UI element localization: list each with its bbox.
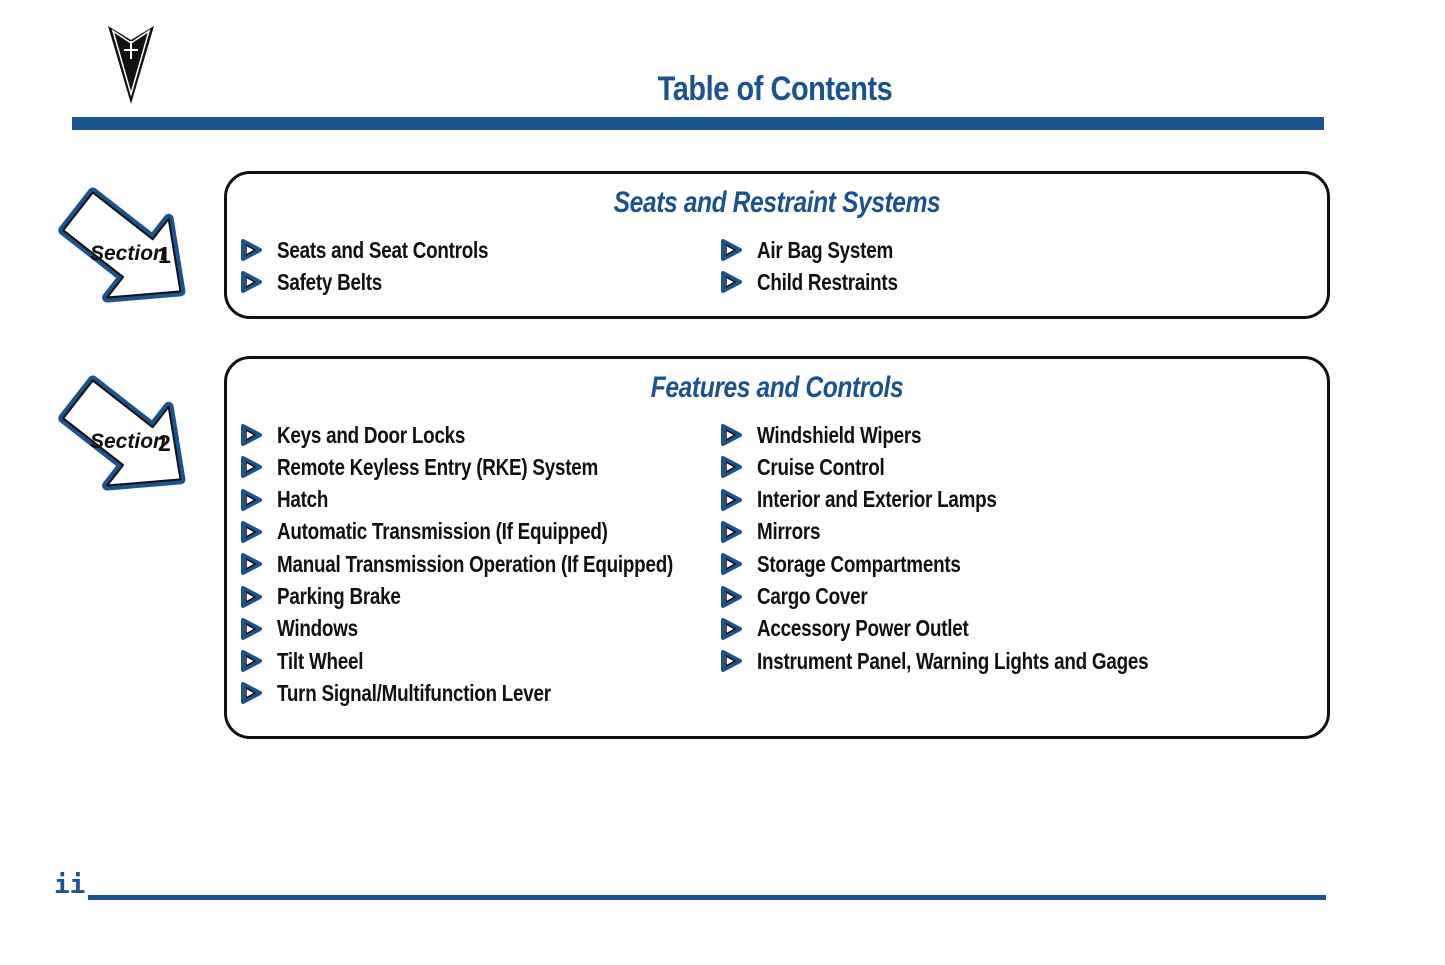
toc-entry[interactable]: Instrument Panel, Warning Lights and Gag… [720, 646, 1234, 676]
footer-rule [88, 895, 1326, 900]
toc-entry[interactable]: Storage Compartments [720, 549, 1005, 579]
toc-entry-label: Child Restraints [757, 268, 898, 295]
toc-entry-label: Mirrors [757, 518, 821, 545]
toc-entry-label: Interior and Exterior Lamps [757, 486, 997, 513]
section-label: Section [90, 430, 166, 453]
toc-entry-label: Manual Transmission Operation (If Equipp… [277, 550, 674, 577]
triangle-bullet-icon [721, 585, 742, 608]
triangle-bullet-icon [241, 617, 262, 640]
toc-entry-label: Automatic Transmission (If Equipped) [277, 518, 608, 545]
triangle-bullet-icon [721, 553, 742, 576]
toc-entry-label: Remote Keyless Entry (RKE) System [277, 453, 599, 480]
triangle-bullet-icon [721, 617, 742, 640]
toc-entry[interactable]: Hatch [240, 485, 339, 515]
toc-entry[interactable]: Automatic Transmission (If Equipped) [240, 517, 680, 547]
triangle-bullet-icon [721, 271, 742, 294]
triangle-bullet-icon [241, 424, 262, 446]
toc-entry[interactable]: Interior and Exterior Lamps [720, 485, 1049, 515]
section-badge-2[interactable]: Section 2 [52, 368, 207, 513]
page-title: Table of Contents [657, 70, 893, 108]
toc-entry-label: Cruise Control [757, 453, 885, 480]
toc-entry-label: Hatch [277, 486, 329, 513]
section-badge-1[interactable]: Section 1 [52, 180, 207, 325]
toc-entry-label: Storage Compartments [757, 550, 961, 577]
toc-entry[interactable]: Turn Signal/Multifunction Lever [240, 678, 611, 708]
header-rule [72, 117, 1324, 130]
toc-entry[interactable]: Keys and Door Locks [240, 420, 506, 450]
triangle-bullet-icon [241, 488, 262, 511]
toc-entry[interactable]: Safety Belts [240, 267, 405, 297]
triangle-bullet-icon [241, 650, 262, 673]
toc-entry[interactable]: Mirrors [720, 517, 834, 547]
triangle-bullet-icon [721, 456, 742, 479]
toc-entry[interactable]: Child Restraints [720, 267, 929, 297]
toc-entry[interactable]: Manual Transmission Operation (If Equipp… [240, 549, 760, 579]
triangle-bullet-icon [721, 424, 742, 446]
toc-entry[interactable]: Parking Brake [240, 582, 428, 612]
triangle-bullet-icon [721, 239, 742, 261]
toc-entry-label: Seats and Seat Controls [277, 236, 489, 263]
toc-entry[interactable]: Tilt Wheel [240, 646, 382, 676]
section-label: Section [90, 242, 166, 265]
toc-entry-label: Windshield Wipers [757, 421, 922, 448]
section-title[interactable]: Seats and Restraint Systems [613, 186, 941, 219]
triangle-bullet-icon [241, 239, 262, 261]
toc-entry-label: Windows [277, 615, 358, 642]
section-number: 2 [158, 430, 171, 456]
section-number: 1 [158, 242, 171, 268]
toc-entry-label: Safety Belts [277, 268, 383, 295]
triangle-bullet-icon [241, 456, 262, 479]
section-box-1: Seats and Restraint Systems Seats and Sea… [224, 171, 1330, 319]
toc-entry[interactable]: Seats and Seat Controls [240, 235, 535, 265]
toc-entry[interactable]: Accessory Power Outlet [720, 614, 1015, 644]
triangle-bullet-icon [241, 585, 262, 608]
toc-entry-label: Tilt Wheel [277, 647, 364, 674]
triangle-bullet-icon [241, 553, 262, 576]
toc-entry[interactable]: Cargo Cover [720, 582, 892, 612]
section-box-2: Features and Controls Keys and Door Locks… [224, 356, 1330, 739]
triangle-bullet-icon [721, 650, 742, 673]
toc-entry[interactable]: Windows [240, 614, 376, 644]
toc-entry-label: Parking Brake [277, 583, 401, 609]
triangle-bullet-icon [241, 520, 262, 543]
toc-entry-label: Turn Signal/Multifunction Lever [277, 679, 551, 706]
toc-entry-label: Air Bag System [757, 236, 893, 263]
triangle-bullet-icon [241, 682, 262, 705]
section-title[interactable]: Features and Controls [650, 371, 904, 404]
toc-entry-label: Cargo Cover [757, 583, 868, 609]
toc-entry-label: Keys and Door Locks [277, 421, 466, 448]
toc-entry-label: Accessory Power Outlet [757, 615, 969, 642]
triangle-bullet-icon [721, 520, 742, 543]
toc-entry[interactable]: Cruise Control [720, 452, 913, 482]
triangle-bullet-icon [721, 488, 742, 511]
toc-entry[interactable]: Windshield Wipers [720, 420, 957, 450]
toc-entry-label: Instrument Panel, Warning Lights and Gag… [757, 647, 1149, 674]
pontiac-logo-icon [108, 26, 154, 104]
toc-entry[interactable]: Air Bag System [720, 235, 923, 265]
page-number: ii [54, 870, 86, 900]
toc-entry[interactable]: Remote Keyless Entry (RKE) System [240, 452, 668, 482]
triangle-bullet-icon [241, 271, 262, 294]
